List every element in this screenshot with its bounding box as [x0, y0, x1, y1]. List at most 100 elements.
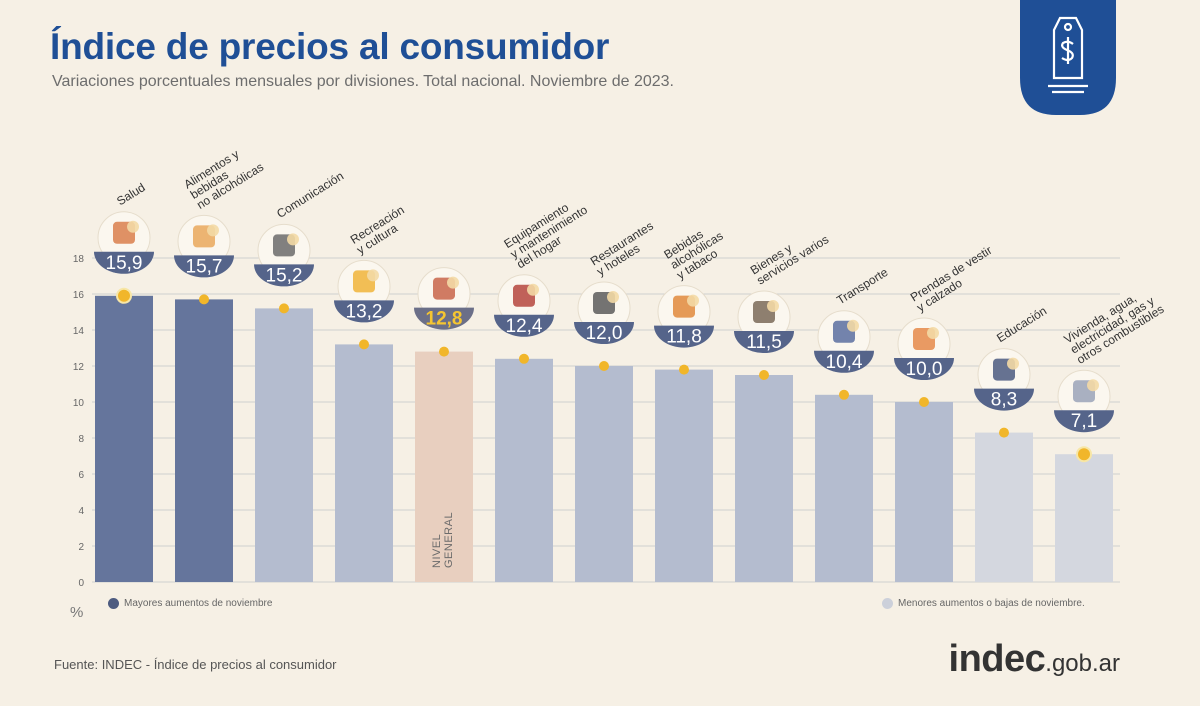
value-label: 12,0 [586, 323, 623, 344]
bar-marker [439, 346, 449, 357]
value-badge [254, 264, 314, 287]
value-badge [1054, 410, 1114, 433]
value-label: 15,9 [106, 253, 143, 274]
value-badge [414, 307, 474, 330]
value-label: 7,1 [1071, 411, 1097, 432]
icon-accent [127, 220, 139, 233]
chart-subtitle: Variaciones porcentuales mensuales por d… [52, 73, 674, 90]
icon-accent [207, 224, 219, 237]
tshirt-icon [897, 317, 951, 371]
category-label: Transporte [834, 265, 891, 308]
value-label: 15,7 [186, 256, 223, 277]
category-label: Equipamientoy mantenimientodel hogar [501, 192, 596, 271]
category-label: Bebidasalcohólicasy tabaco [661, 218, 731, 282]
value-badge [894, 358, 954, 380]
value-label: 13,2 [346, 301, 383, 322]
value-badge [334, 300, 394, 323]
value-badge [814, 350, 874, 373]
category-label: Comunicación [274, 169, 346, 221]
bar [815, 394, 873, 582]
price-tag-badge [1020, 0, 1116, 115]
value-label: 11,5 [746, 332, 782, 353]
y-tick-label: 10 [73, 398, 85, 409]
legend-high: Mayores aumentos de noviembre [108, 598, 272, 609]
bar-marker [359, 339, 369, 350]
icon-accent [527, 283, 539, 296]
value-badge [494, 314, 554, 337]
category-label-line: Salud [114, 180, 147, 208]
bar [335, 344, 393, 582]
bar-marker [1076, 446, 1092, 463]
legend-low-label: Menores aumentos o bajas de noviembre. [898, 598, 1085, 609]
value-badge [94, 251, 154, 274]
category-label-line: Educación [994, 304, 1049, 346]
icon-accent [1007, 357, 1019, 370]
bar [175, 299, 233, 582]
bar [655, 369, 713, 582]
indec-logo[interactable]: indec.gob.ar [949, 638, 1120, 681]
icon-accent [1087, 379, 1099, 392]
value-label: 15,2 [266, 265, 303, 286]
y-tick-label: 12 [73, 362, 85, 373]
legend-low: Menores aumentos o bajas de noviembre. [882, 598, 1085, 609]
bar [495, 358, 553, 582]
icon-accent [447, 276, 459, 289]
value-label: 10,4 [826, 352, 863, 373]
icon-accent [767, 300, 779, 312]
first-aid-kit-icon [97, 211, 151, 265]
y-tick-label: 6 [78, 470, 84, 481]
category-label: Prendas de vestiry calzado [908, 243, 1001, 315]
sube-card-icon [817, 310, 871, 364]
bar-marker [999, 427, 1009, 438]
price-tag-dollar-icon [1048, 16, 1088, 94]
bar-marker [279, 303, 289, 314]
category-label: Salud [114, 180, 147, 208]
category-label-line: Transporte [834, 265, 891, 308]
bar-marker [919, 397, 929, 407]
icon-accent [687, 294, 699, 307]
bar-marker [519, 353, 529, 364]
bar [1055, 454, 1113, 582]
legend-high-swatch [108, 598, 119, 609]
y-tick-label: 8 [78, 434, 84, 445]
bar [95, 295, 153, 582]
washing-machine-icon [497, 274, 551, 328]
chart-title: Índice de precios al consumidor [50, 26, 610, 67]
lightbulb-icon [1057, 369, 1111, 423]
bars-layer [95, 287, 1113, 582]
brand-name: indec [948, 638, 1046, 680]
comb-scissors-icon [737, 290, 791, 344]
y-axis-unit-label: % [70, 604, 84, 621]
category-label-line: Comunicación [274, 169, 346, 221]
bar [975, 432, 1033, 582]
bar-marker [759, 370, 769, 380]
value-label: 11,8 [666, 327, 702, 348]
bar [895, 402, 953, 582]
value-label: 12,4 [506, 316, 543, 337]
legend-low-swatch [882, 598, 893, 609]
y-tick-label: 18 [73, 254, 85, 265]
bar-marker [116, 287, 132, 304]
category-label: Bienes yservicios varios [748, 222, 831, 288]
category-label: Recreacióny cultura [348, 203, 413, 257]
icon-accent [607, 291, 619, 303]
value-badge [574, 322, 634, 344]
y-tick-label: 14 [73, 326, 85, 337]
value-badge [174, 255, 234, 278]
bar-marker [199, 294, 209, 305]
icon-accent [927, 327, 939, 339]
bar [735, 375, 793, 582]
value-badge [654, 325, 714, 348]
bar [255, 308, 313, 582]
general-bar-label-line: NIVEL [431, 534, 443, 568]
brand-domain: .gob.ar [1045, 650, 1120, 677]
notebook-icon [977, 348, 1031, 402]
value-label: 12,8 [426, 309, 463, 330]
value-badge [734, 331, 794, 353]
mixed-basket-icon [417, 267, 471, 321]
bar [415, 351, 473, 582]
y-tick-label: 16 [73, 290, 85, 301]
plate-cutlery-icon [577, 281, 631, 335]
general-bar-label: NIVELGENERAL [431, 512, 455, 568]
